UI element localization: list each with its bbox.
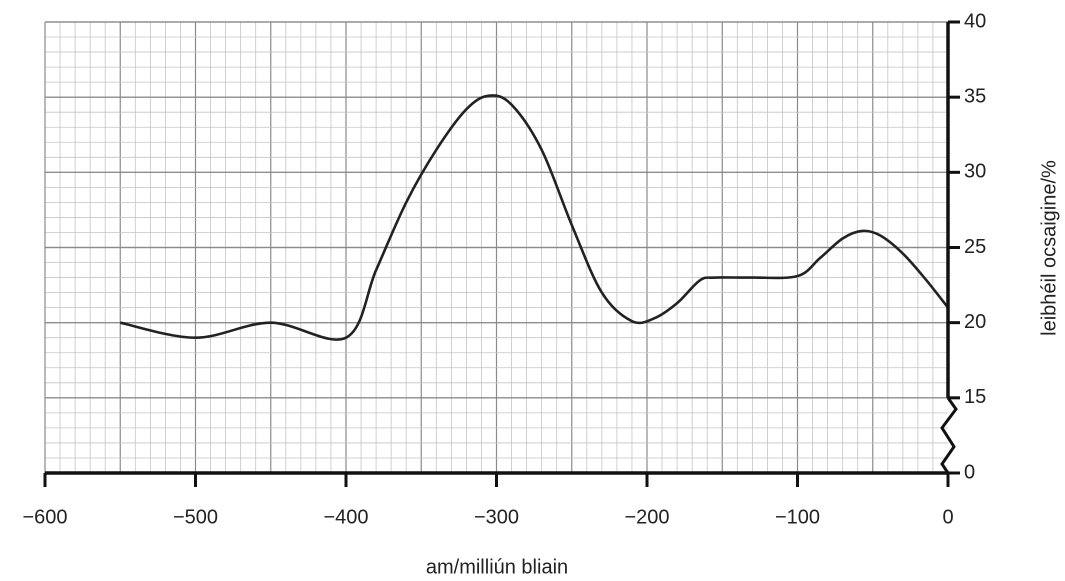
y-tick-label: 0 <box>964 461 975 483</box>
y-tick-label: 35 <box>964 85 986 107</box>
axis-break <box>940 396 958 474</box>
y-axis-label: leibhéil ocsaigine/% <box>1038 160 1060 336</box>
x-tick-label: −600 <box>22 506 67 528</box>
x-tick-label: −200 <box>624 506 669 528</box>
y-tick-label: 30 <box>964 161 986 183</box>
x-tick-label: −300 <box>474 506 519 528</box>
x-axis-label: am/milliún bliain <box>426 556 568 578</box>
x-tick-label: −400 <box>323 506 368 528</box>
data-line <box>119 94 950 341</box>
y-tick-label: 15 <box>964 386 986 408</box>
x-tick-label: 0 <box>942 506 953 528</box>
y-tick-label: 20 <box>964 311 986 333</box>
x-tick-label: −500 <box>173 506 218 528</box>
x-tick-label: −100 <box>775 506 820 528</box>
y-tick-label: 40 <box>964 10 986 32</box>
grid <box>44 21 948 474</box>
y-tick-label: 25 <box>964 236 986 258</box>
plot <box>119 94 950 341</box>
